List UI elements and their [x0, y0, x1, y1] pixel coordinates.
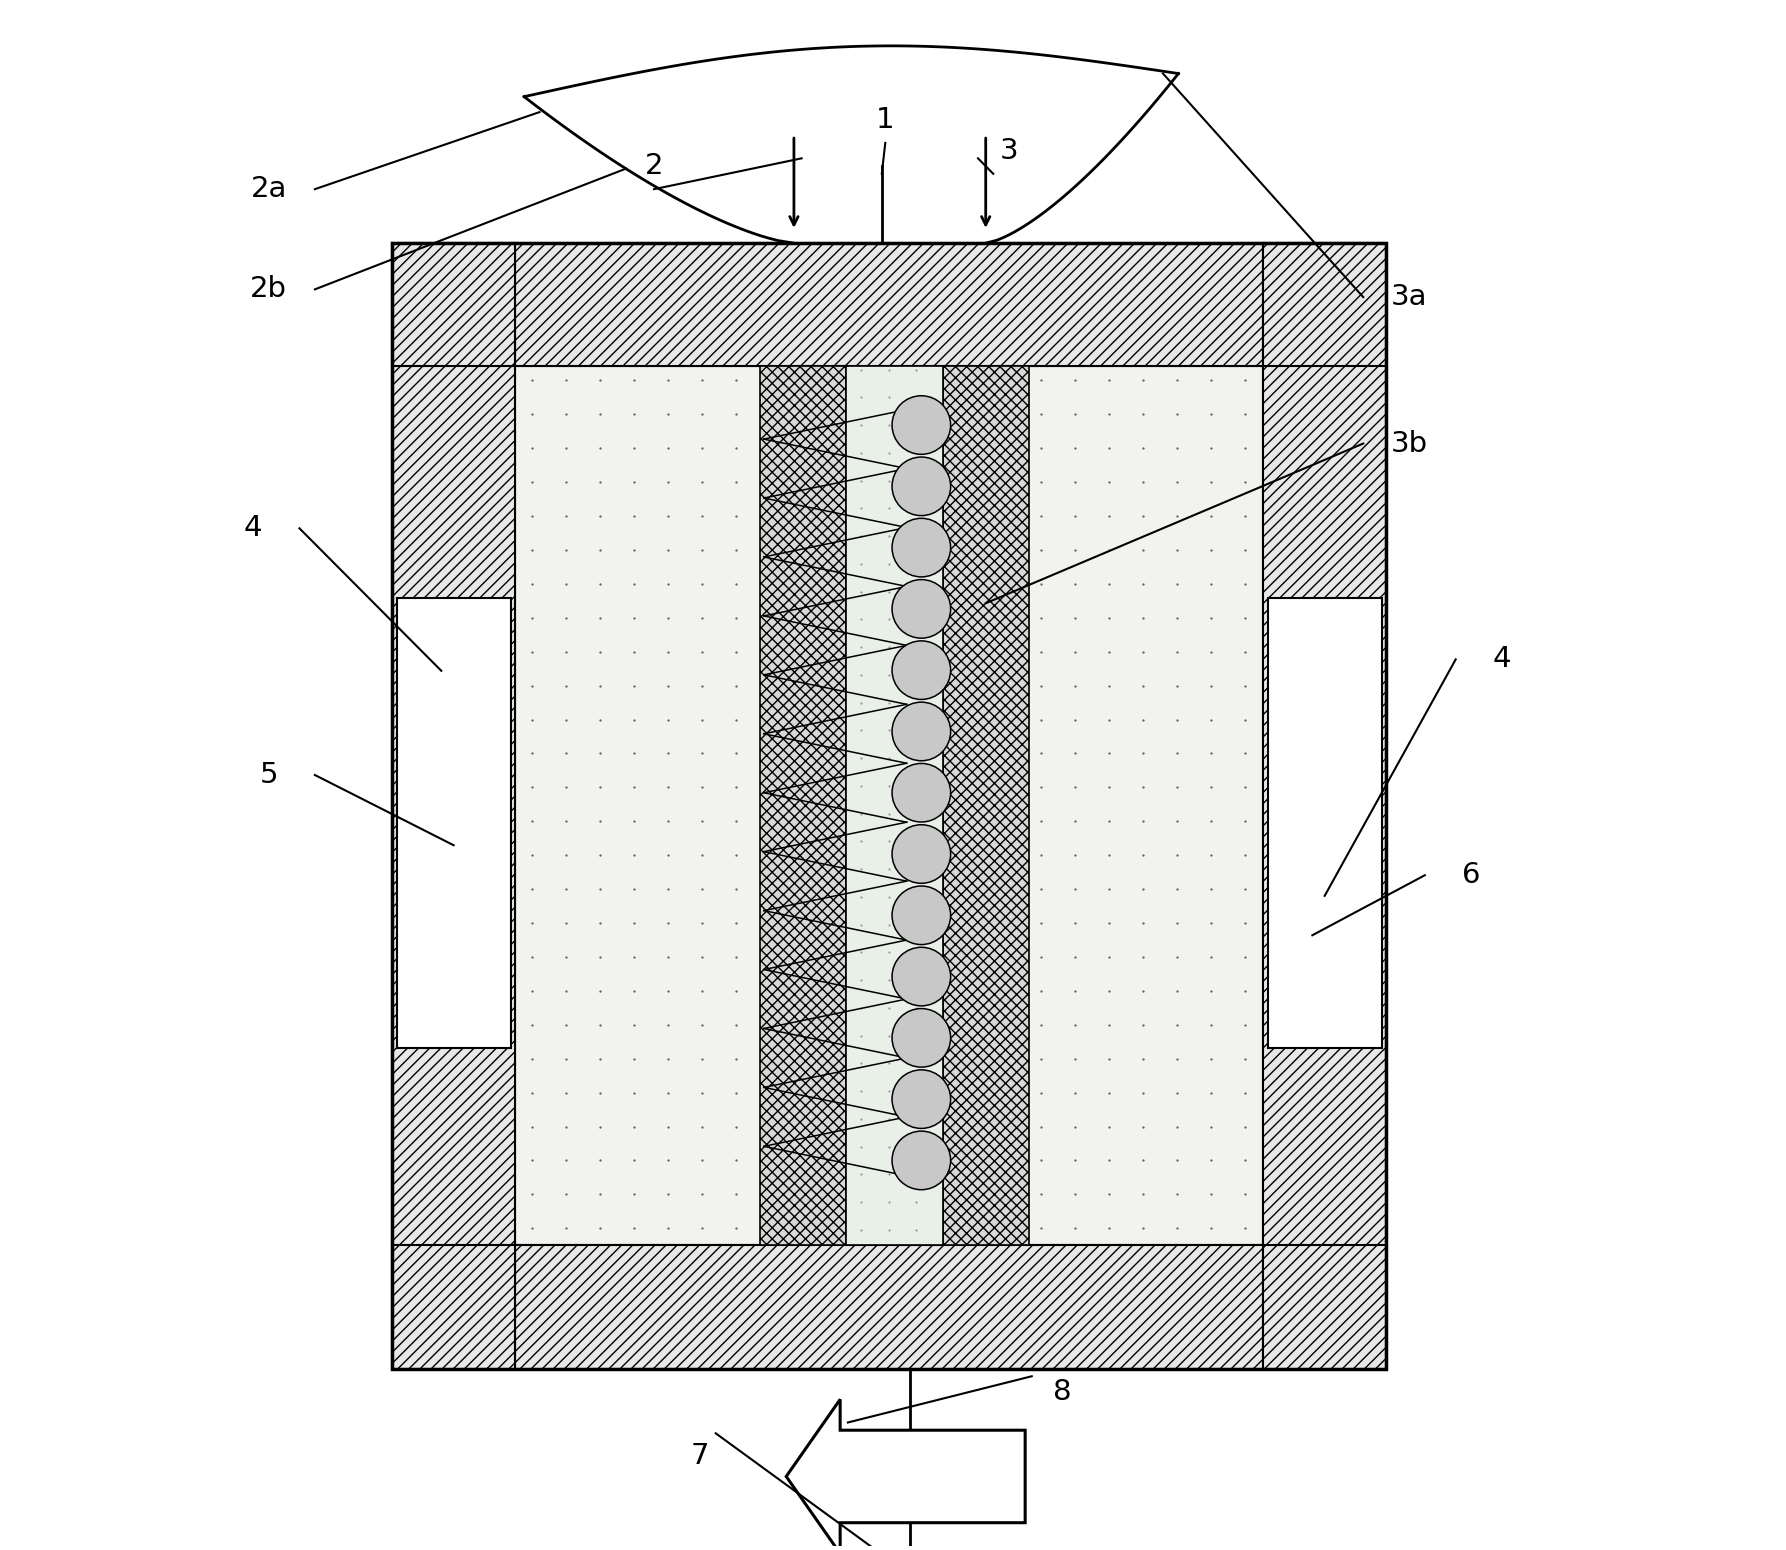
Polygon shape [786, 1400, 1025, 1550]
Bar [1263, 243, 1386, 1369]
Circle shape [891, 457, 950, 516]
Text: 8: 8 [1054, 1378, 1072, 1406]
Bar [391, 243, 1386, 1369]
Circle shape [891, 640, 950, 699]
Circle shape [891, 580, 950, 639]
Circle shape [891, 702, 950, 761]
Circle shape [891, 825, 950, 883]
Circle shape [891, 947, 950, 1006]
Bar [391, 243, 516, 366]
Text: 4: 4 [1493, 645, 1511, 673]
Bar [943, 366, 1029, 1245]
Text: 2: 2 [645, 152, 663, 180]
Bar [391, 243, 516, 1369]
Text: 5: 5 [259, 761, 279, 789]
Bar [391, 1245, 516, 1369]
Circle shape [891, 518, 950, 577]
Text: 2b: 2b [250, 276, 288, 304]
Circle shape [891, 1132, 950, 1190]
Bar [516, 243, 1263, 366]
Bar [1268, 598, 1382, 1048]
Bar [845, 366, 943, 1245]
Circle shape [891, 764, 950, 822]
Bar [516, 366, 1263, 1245]
Text: 6: 6 [1463, 862, 1481, 890]
Bar [516, 1245, 1263, 1369]
Text: 4: 4 [245, 515, 263, 542]
Text: 3a: 3a [1391, 284, 1427, 312]
Bar [1263, 243, 1386, 366]
Bar [759, 366, 845, 1245]
Text: 3: 3 [1000, 136, 1018, 164]
Circle shape [891, 1070, 950, 1128]
Circle shape [891, 395, 950, 454]
Text: 2a: 2a [250, 175, 288, 203]
Circle shape [891, 887, 950, 944]
Bar [1263, 1245, 1386, 1369]
Text: 1: 1 [875, 105, 895, 133]
Text: 7: 7 [691, 1443, 709, 1471]
Bar [396, 598, 511, 1048]
Text: 3b: 3b [1391, 429, 1429, 457]
Circle shape [891, 1009, 950, 1066]
